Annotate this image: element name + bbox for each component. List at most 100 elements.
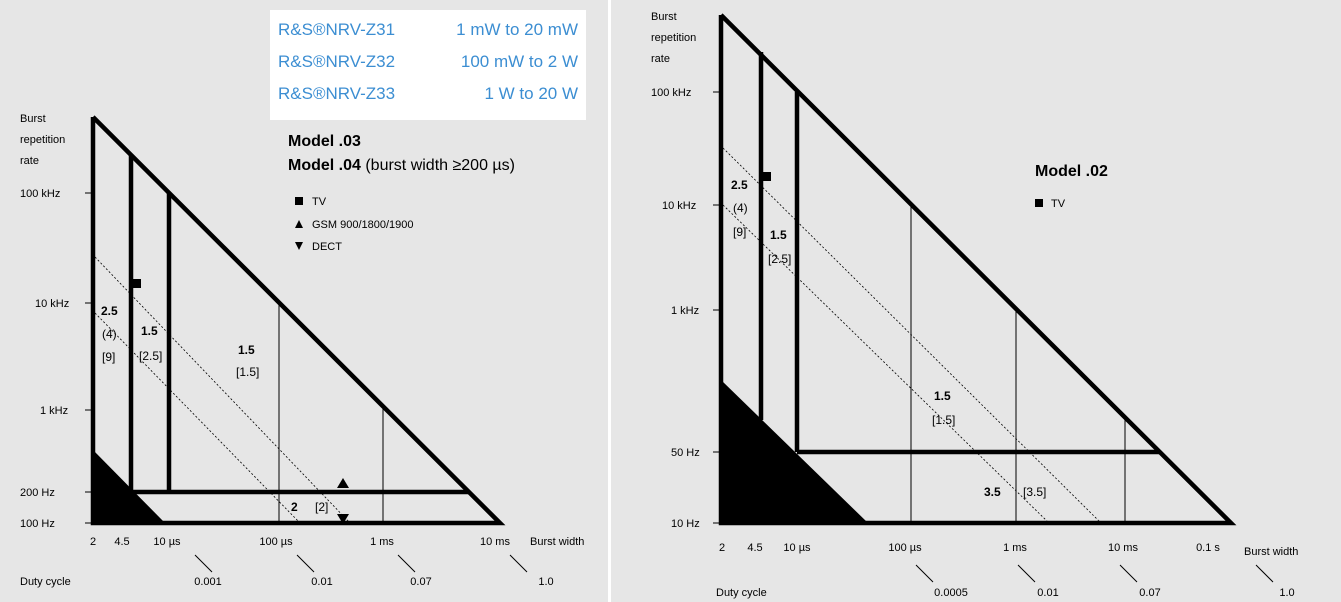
duty-tick-label: 0.07 — [1139, 587, 1160, 599]
xtick-label: 10 ms — [1108, 542, 1138, 554]
square-icon — [295, 197, 303, 205]
region-value: [3.5] — [1023, 485, 1046, 499]
region-value: [2.5] — [768, 252, 791, 266]
xtick-label: 100 µs — [888, 542, 922, 554]
region-value: [2] — [315, 500, 328, 514]
chart-right-panel: Burst repetition rate 100 kHz 10 kHz 1 k… — [611, 0, 1341, 602]
duty-tick-mark — [296, 554, 315, 573]
square-icon — [1035, 199, 1043, 207]
triangle-outline — [718, 13, 1237, 526]
xtick-label: 2 — [90, 536, 96, 548]
ytick-label: 100 Hz — [20, 518, 55, 530]
ytick-label: 1 kHz — [671, 305, 699, 317]
region-value: 1.5 — [770, 228, 787, 242]
legend-label: TV — [312, 196, 327, 208]
chart-left-panel: Burst repetition rate 100 kHz 10 kHz 1 k… — [0, 0, 608, 602]
model-row: R&S®NRV-Z31 1 mW to 20 mW — [270, 20, 586, 44]
model-row: R&S®NRV-Z32 100 mW to 2 W — [270, 52, 586, 76]
duty-tick-label: 0.001 — [194, 576, 222, 588]
duty-cycle-label: Duty cycle — [20, 576, 71, 588]
duty-tick-mark — [194, 554, 213, 573]
xtick-label: 10 µs — [153, 536, 181, 548]
ytick-label: 200 Hz — [20, 487, 55, 499]
region-value: (4) — [102, 327, 117, 341]
xtick-label: 2 — [719, 542, 725, 554]
xtick-label: 1 ms — [1003, 542, 1027, 554]
region-value: 2.5 — [101, 304, 118, 318]
legend-label: TV — [1051, 198, 1066, 210]
chart-title: Model .03 — [288, 133, 361, 150]
model-ranges-box: R&S®NRV-Z31 1 mW to 20 mW R&S®NRV-Z32 10… — [270, 10, 586, 120]
duty-tick-label: 0.01 — [311, 576, 332, 588]
chart-subtitle: Model .04 (burst width ≥200 µs) — [288, 157, 515, 174]
region-value: [1.5] — [932, 413, 955, 427]
triangle-outline — [90, 115, 506, 526]
ytick-label: 50 Hz — [671, 447, 700, 459]
xtick-label: 0.1 s — [1196, 542, 1220, 554]
tv-marker — [132, 279, 141, 288]
triangle-up-icon — [295, 220, 303, 228]
ylabel-line: Burst — [20, 113, 46, 125]
model-range: 100 mW to 2 W — [460, 52, 578, 71]
subtitle-rest: (burst width ≥200 µs) — [361, 157, 515, 174]
duty-cycle-label: Duty cycle — [716, 587, 767, 599]
region-value: 1.5 — [934, 389, 951, 403]
duty-tick-mark — [397, 554, 416, 573]
xtick-label: 10 ms — [480, 536, 510, 548]
chart-title: Model .02 — [1035, 163, 1108, 180]
model-range: 1 W to 20 W — [484, 84, 578, 103]
tv-marker — [762, 172, 771, 181]
duty-tick-mark — [915, 564, 934, 583]
duty-tick-mark — [509, 554, 528, 573]
ytick-label: 1 kHz — [40, 405, 68, 417]
model-row: R&S®NRV-Z33 1 W to 20 W — [270, 84, 586, 108]
model-name: R&S®NRV-Z33 — [278, 84, 396, 103]
ytick-label: 10 kHz — [662, 200, 696, 212]
region-value: 1.5 — [238, 343, 255, 357]
ylabel-line: rate — [651, 53, 670, 65]
ytick-label: 100 kHz — [651, 87, 691, 99]
ytick-label: 10 kHz — [35, 298, 69, 310]
duty-tick-label: 0.01 — [1037, 587, 1058, 599]
subtitle-bold: Model .04 — [288, 157, 361, 174]
region-value: 1.5 — [141, 324, 158, 338]
duty-tick-mark — [1017, 564, 1036, 583]
dashed-diagonal-1 — [722, 147, 1102, 524]
region-value: [9] — [733, 225, 746, 239]
region-value: 2.5 — [731, 178, 748, 192]
duty-tick-label: 1.0 — [1279, 587, 1294, 599]
ylabel-line: repetition — [651, 32, 696, 44]
chart-right-svg: Burst repetition rate 100 kHz 10 kHz 1 k… — [651, 11, 1298, 599]
region-value: [9] — [102, 350, 115, 364]
dect-marker — [337, 514, 349, 524]
model-name: R&S®NRV-Z31 — [278, 20, 396, 39]
xlabel: Burst width — [530, 536, 584, 548]
ytick-label: 100 kHz — [20, 188, 60, 200]
ylabel-line: repetition — [20, 134, 65, 146]
duty-tick-mark — [1119, 564, 1138, 583]
duty-tick-label: 0.0005 — [934, 587, 968, 599]
legend-label: DECT — [312, 241, 342, 253]
region-value: [2.5] — [139, 349, 162, 363]
ytick-label: 10 Hz — [671, 518, 700, 530]
xtick-label: 4.5 — [114, 536, 129, 548]
duty-tick-label: 1.0 — [538, 576, 553, 588]
ylabel-line: Burst — [651, 11, 677, 23]
region-value: 3.5 — [984, 485, 1001, 499]
triangle-down-icon — [295, 242, 303, 250]
region-value: (4) — [733, 201, 748, 215]
region-value: [1.5] — [236, 365, 259, 379]
model-range: 1 mW to 20 mW — [456, 20, 578, 39]
xtick-label: 1 ms — [370, 536, 394, 548]
region-value: 2 — [291, 500, 298, 514]
model-name: R&S®NRV-Z32 — [278, 52, 396, 71]
gsm-marker — [337, 478, 349, 488]
duty-tick-label: 0.07 — [410, 576, 431, 588]
xtick-label: 100 µs — [259, 536, 293, 548]
chart-left-svg: Burst repetition rate 100 kHz 10 kHz 1 k… — [20, 113, 584, 588]
xtick-label: 4.5 — [747, 542, 762, 554]
legend-label: GSM 900/1800/1900 — [312, 219, 414, 231]
xlabel: Burst width — [1244, 546, 1298, 558]
filled-region-right — [721, 380, 868, 523]
dashed-diagonal-1 — [94, 256, 351, 524]
